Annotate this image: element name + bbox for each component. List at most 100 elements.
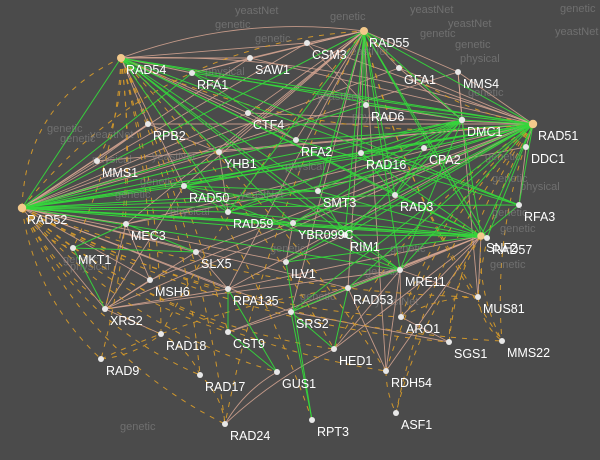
node-mec3[interactable] <box>123 221 129 227</box>
edge-yeastNet[interactable] <box>292 222 482 237</box>
edge-physical[interactable] <box>457 71 534 125</box>
edge-genetic[interactable] <box>385 123 534 372</box>
edge-yeastNet[interactable] <box>480 123 534 237</box>
edge-yeastNet[interactable] <box>344 119 463 236</box>
edge-physical[interactable] <box>385 269 401 372</box>
edge-yeastNet[interactable] <box>285 235 482 263</box>
node-csm3[interactable] <box>304 40 310 46</box>
edge-physical[interactable] <box>224 348 335 425</box>
edge-yeastNet[interactable] <box>120 57 396 196</box>
edge-genetic[interactable] <box>120 57 151 281</box>
edge-yeastNet[interactable] <box>21 194 396 209</box>
node-rad3[interactable] <box>392 192 398 198</box>
edge-genetic[interactable] <box>21 207 503 342</box>
edge-yeastNet[interactable] <box>344 234 401 271</box>
node-ilv1[interactable] <box>283 259 289 265</box>
node-rad17[interactable] <box>197 372 203 378</box>
edge-physical[interactable] <box>104 288 229 310</box>
edge-yeastNet[interactable] <box>290 311 335 350</box>
edge-yeastNet[interactable] <box>486 123 534 239</box>
edge-genetic[interactable] <box>21 207 162 335</box>
edge-yeastNet[interactable] <box>125 223 197 253</box>
edge-yeastNet[interactable] <box>227 331 278 373</box>
node-rpa135[interactable] <box>225 286 231 292</box>
edge-physical[interactable] <box>363 30 459 73</box>
edge-physical[interactable] <box>285 222 294 263</box>
edge-genetic[interactable] <box>21 30 365 209</box>
edge-physical[interactable] <box>120 26 365 59</box>
node-ctf4[interactable] <box>245 110 251 116</box>
node-aro1[interactable] <box>398 314 404 320</box>
edge-physical[interactable] <box>347 30 365 289</box>
edge-yeastNet[interactable] <box>21 207 229 213</box>
edge-genetic[interactable] <box>120 57 335 350</box>
edge-physical[interactable] <box>125 223 151 281</box>
edge-yeastNet[interactable] <box>317 190 346 236</box>
node-rad16[interactable] <box>358 150 364 156</box>
edge-yeastNet[interactable] <box>72 223 127 249</box>
edge-genetic[interactable] <box>21 207 335 350</box>
edge-yeastNet[interactable] <box>365 104 534 125</box>
edge-yeastNet[interactable] <box>292 123 534 224</box>
node-srs2[interactable] <box>288 309 294 315</box>
edge-yeastNet[interactable] <box>290 287 349 313</box>
edge-yeastNet[interactable] <box>227 288 278 373</box>
edge-genetic[interactable] <box>21 207 229 333</box>
edge-physical[interactable] <box>363 30 387 372</box>
node-rad52[interactable] <box>17 203 27 213</box>
edge-yeastNet[interactable] <box>120 57 319 192</box>
edge-physical[interactable] <box>347 287 387 372</box>
edge-genetic[interactable] <box>120 57 534 131</box>
edge-physical[interactable] <box>120 42 308 59</box>
edge-yeastNet[interactable] <box>183 123 534 187</box>
node-rad55[interactable] <box>360 27 368 35</box>
node-saw1[interactable] <box>247 55 253 61</box>
edge-yeastNet[interactable] <box>360 30 365 154</box>
edge-yeastNet[interactable] <box>183 185 482 237</box>
edge-physical[interactable] <box>96 123 534 162</box>
edge-yeastNet[interactable] <box>120 57 346 236</box>
edge-genetic[interactable] <box>160 30 365 335</box>
node-rad9[interactable] <box>98 356 104 362</box>
edge-yeastNet[interactable] <box>21 30 365 209</box>
node-asf1[interactable] <box>393 410 399 416</box>
edge-yeastNet[interactable] <box>290 311 313 421</box>
edge-yeastNet[interactable] <box>191 72 297 141</box>
node-rad51[interactable] <box>528 119 538 129</box>
edge-yeastNet[interactable] <box>399 123 534 271</box>
edge-yeastNet[interactable] <box>344 234 482 237</box>
node-sgs1[interactable] <box>446 339 452 345</box>
edge-yeastNet[interactable] <box>120 57 463 121</box>
node-cpa2[interactable] <box>421 145 427 151</box>
edge-genetic[interactable] <box>499 123 534 342</box>
node-rad53[interactable] <box>345 285 351 291</box>
edge-yeastNet[interactable] <box>227 211 294 224</box>
edge-physical[interactable] <box>21 42 308 209</box>
node-rad54[interactable] <box>117 54 125 62</box>
node-cst9[interactable] <box>225 329 231 335</box>
edge-yeastNet[interactable] <box>72 247 197 253</box>
edge-yeastNet[interactable] <box>191 72 520 206</box>
nodes-layer[interactable] <box>17 27 538 427</box>
edge-physical[interactable] <box>195 123 534 253</box>
edge-yeastNet[interactable] <box>363 30 482 237</box>
edge-yeastNet[interactable] <box>360 152 396 196</box>
edge-yeastNet[interactable] <box>21 57 122 209</box>
edge-physical[interactable] <box>104 123 534 310</box>
edge-physical[interactable] <box>290 30 365 313</box>
node-ddc1[interactable] <box>523 144 529 150</box>
edge-genetic[interactable] <box>199 374 226 425</box>
edge-genetic[interactable] <box>21 207 278 373</box>
edge-yeastNet[interactable] <box>347 123 534 289</box>
edge-yeastNet[interactable] <box>21 72 193 209</box>
edge-yeastNet[interactable] <box>120 57 294 224</box>
edge-physical[interactable] <box>227 123 534 290</box>
edge-genetic[interactable] <box>21 207 402 318</box>
edge-yeastNet[interactable] <box>227 211 482 237</box>
edge-genetic[interactable] <box>21 207 450 343</box>
edge-yeastNet[interactable] <box>21 104 367 209</box>
edge-physical[interactable] <box>147 123 220 153</box>
node-rad24[interactable] <box>222 421 228 427</box>
edge-physical[interactable] <box>227 311 292 333</box>
